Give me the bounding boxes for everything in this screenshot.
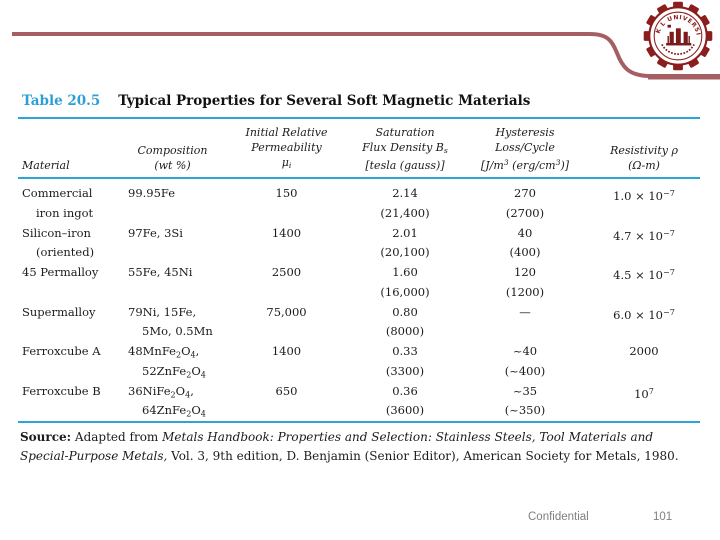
cell-composition: 36NiFe2O4, 64ZnFe2O4 <box>128 383 206 419</box>
cell-material: Supermalloy <box>22 304 96 319</box>
table-row: Ferroxcube B 36NiFe2O4, 64ZnFe2O4 650 0.3… <box>18 382 700 423</box>
cell-flux-density: 2.01 (20,100) <box>380 225 430 260</box>
cell-composition: 48MnFe2O4, 52ZnFe2O4 <box>128 344 206 379</box>
cell-permeability: 150 <box>275 186 298 201</box>
page-number: 101 <box>653 511 673 523</box>
cell-material: 45 Permalloy <box>22 265 99 280</box>
cell-resistivity: 4.5 × 10−7 <box>613 268 675 283</box>
university-logo-icon: K L UNIVERSITY <box>641 1 713 71</box>
table-row: Supermalloy 79Ni, 15Fe, 5Mo, 0.5Mn 75,000… <box>18 303 700 343</box>
cell-flux-density: 0.33 (3300) <box>385 344 425 378</box>
col-header-resistivity: Resistivity ρ (Ω-m) <box>588 118 700 180</box>
cell-permeability: 650 <box>275 383 298 398</box>
cell-material: Silicon–iron (oriented) <box>22 225 95 260</box>
properties-table: Material Composition (wt %) Initial Rela… <box>18 117 700 424</box>
cell-composition: 55Fe, 45Ni <box>128 265 193 280</box>
cell-composition: 99.95Fe <box>128 186 176 201</box>
cell-permeability: 1400 <box>271 344 302 359</box>
table-row: Silicon–iron (oriented) 97Fe, 3Si 1400 2.… <box>18 224 700 264</box>
table-title-text: Typical Properties for Several Soft Magn… <box>118 93 531 109</box>
cell-material: Ferroxcube B <box>22 383 101 398</box>
cell-material: Ferroxcube A <box>22 344 101 359</box>
accent-curve <box>12 32 720 80</box>
cell-hysteresis: 270 (2700) <box>505 186 545 220</box>
table-title: Table 20.5 Typical Properties for Several… <box>18 93 700 109</box>
cell-resistivity: 2000 <box>629 344 659 359</box>
header-row: Material Composition (wt %) Initial Rela… <box>18 118 700 180</box>
cell-permeability: 1400 <box>271 225 302 240</box>
col-header-flux-density: Saturation Flux Density Bs [tesla (gauss… <box>348 118 462 180</box>
cell-flux-density: 0.36 (3600) <box>385 383 425 418</box>
table-row: Ferroxcube A 48MnFe2O4, 52ZnFe2O4 1400 0.… <box>18 342 700 382</box>
col-header-hysteresis: Hysteresis Loss/Cycle [J/m3 (erg/cm3)] <box>462 118 588 180</box>
cell-hysteresis: ~40 (~400) <box>504 344 546 378</box>
table-row: Commercial iron ingot 99.95Fe 150 2.14 (21… <box>18 178 700 224</box>
source-note: Source: Adapted from Metals Handbook: Pr… <box>20 430 679 464</box>
cell-resistivity: 4.7 × 10−7 <box>613 228 675 243</box>
table-number: Table 20.5 <box>22 93 101 109</box>
cell-composition: 79Ni, 15Fe, 5Mo, 0.5Mn <box>128 304 213 339</box>
cell-material: Commercial iron ingot <box>22 186 94 220</box>
cell-flux-density: 0.80 (8000) <box>385 304 425 339</box>
footer-confidential: Confidential <box>528 511 589 523</box>
cell-composition: 97Fe, 3Si <box>128 225 183 240</box>
cell-hysteresis: — <box>519 304 531 319</box>
cell-resistivity: 107 <box>634 386 654 401</box>
cell-permeability: 2500 <box>271 265 302 280</box>
cell-flux-density: 1.60 (16,000) <box>380 265 430 299</box>
building-glyph <box>666 24 692 46</box>
cell-flux-density: 2.14 (21,400) <box>380 186 430 220</box>
cell-hysteresis: 40 (400) <box>509 225 541 260</box>
col-header-composition: Composition (wt %) <box>120 118 225 180</box>
table-row: 45 Permalloy 55Fe, 45Ni 2500 1.60 (16,000… <box>18 263 700 303</box>
col-header-permeability: Initial Relative Permeability μi <box>225 118 348 180</box>
cell-permeability: 75,000 <box>266 304 307 319</box>
col-header-material: Material <box>18 118 120 180</box>
cell-resistivity: 6.0 × 10−7 <box>613 307 675 322</box>
cell-resistivity: 1.0 × 10−7 <box>613 189 675 204</box>
cell-hysteresis: ~35 (~350) <box>504 383 546 418</box>
cell-hysteresis: 120 (1200) <box>505 265 545 299</box>
table-region: Table 20.5 Typical Properties for Several… <box>18 93 700 466</box>
